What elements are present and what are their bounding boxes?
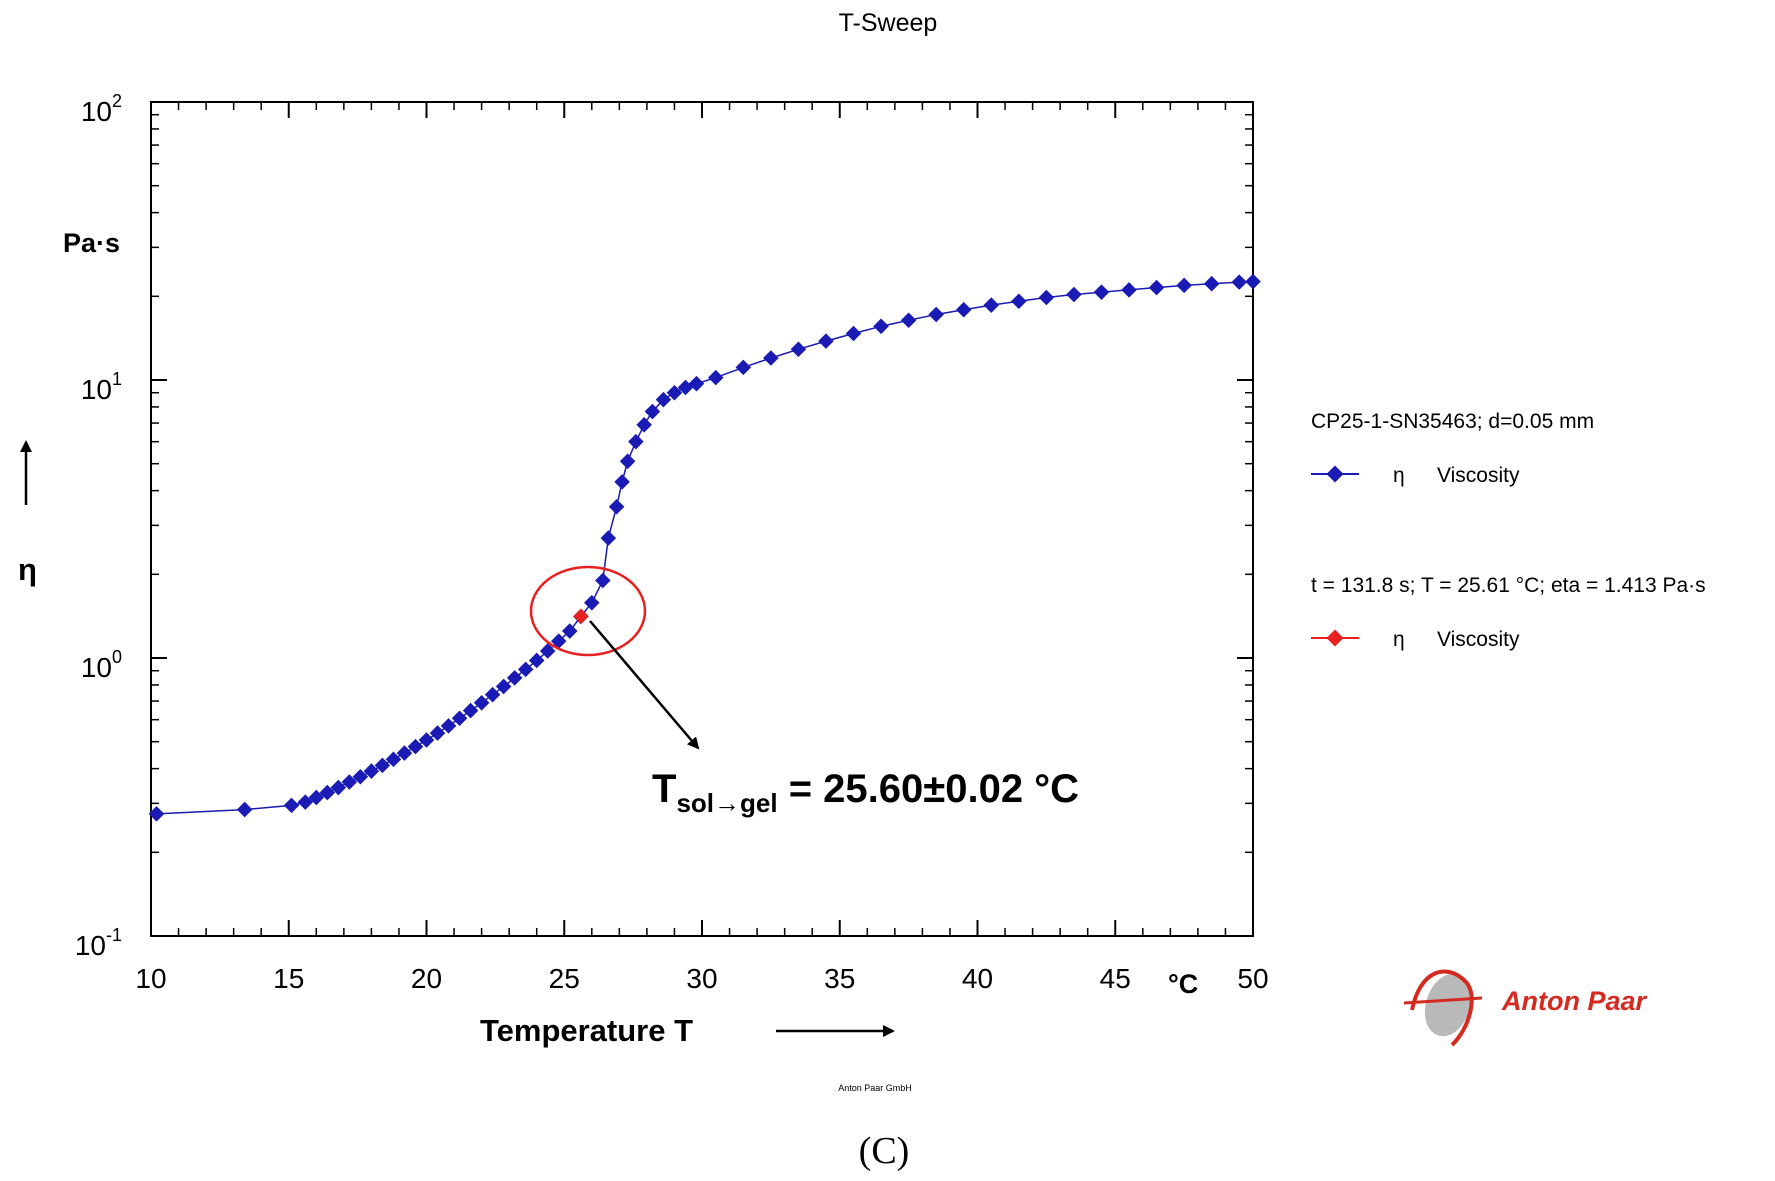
- logo-swoosh-2: [1403, 996, 1483, 1005]
- legend-header-1: CP25-1-SN35463; d=0.05 mm: [1311, 410, 1594, 433]
- data-point: [790, 341, 807, 358]
- data-point: [845, 325, 862, 342]
- data-point: [539, 643, 556, 659]
- y-tick-base: 10: [75, 930, 106, 961]
- y-tick-exponent: 0: [112, 647, 122, 667]
- data-point: [550, 633, 567, 649]
- y-tick-exponent: 2: [112, 91, 122, 111]
- data-point: [873, 318, 889, 335]
- data-point: [928, 306, 944, 323]
- data-point: [484, 686, 501, 703]
- y-tick-base: 10: [81, 652, 112, 683]
- annotation-main: T: [652, 767, 676, 811]
- data-point: [1148, 279, 1165, 296]
- annotation-value: = 25.60±0.02 °C: [778, 767, 1079, 811]
- y-tick-exponent: 1: [112, 369, 122, 389]
- data-point: [462, 702, 479, 719]
- data-point: [595, 572, 611, 589]
- data-point: [628, 433, 644, 450]
- legend-label-2: Viscosity: [1437, 628, 1520, 651]
- figure-caption: (C): [859, 1130, 910, 1172]
- data-point: [707, 369, 724, 386]
- y-minor-ticks: [151, 113, 1253, 854]
- chart-title: T-Sweep: [839, 9, 938, 37]
- y-axis-label: η: [18, 552, 37, 587]
- data-point: [283, 797, 300, 814]
- x-axis-ticks: 10 15 20 25 30 35 40 45 50: [135, 102, 1269, 994]
- data-point: [495, 678, 512, 695]
- data-point: [148, 806, 165, 822]
- data-point: [1121, 282, 1137, 298]
- x-tick-label: 10: [135, 963, 166, 994]
- data-point: [1093, 284, 1110, 300]
- x-tick-label: 30: [686, 963, 717, 994]
- x-tick-label: 15: [273, 963, 304, 994]
- y-tick-label: 100: [81, 647, 122, 683]
- highlight-circle: [529, 565, 647, 657]
- y-tick-label: 101: [81, 369, 122, 405]
- data-point: [528, 652, 545, 669]
- data-point: [636, 417, 652, 433]
- y-tick-label: 102: [81, 91, 122, 127]
- legend-marker-1: [1326, 465, 1344, 483]
- series-line-0: [156, 280, 1254, 815]
- x-axis-label: Temperature T: [480, 1013, 693, 1048]
- logo-swoosh-shadow: [1424, 973, 1472, 1037]
- data-point: [955, 301, 972, 318]
- legend-label-1: Viscosity: [1437, 464, 1520, 487]
- logo-text: Anton Paar: [1501, 986, 1648, 1016]
- y-tick-exponent: -1: [106, 925, 122, 945]
- anton-paar-logo: Anton Paar: [1403, 969, 1648, 1047]
- x-tick-label: 35: [824, 963, 855, 994]
- annotation-subscript: sol→gel: [676, 788, 777, 818]
- legend-header-2: t = 131.8 s; T = 25.61 °C; eta = 1.413 P…: [1311, 574, 1706, 597]
- data-point: [1231, 274, 1248, 290]
- x-tick-label: 50: [1237, 963, 1268, 994]
- x-tick-label: 25: [549, 963, 580, 994]
- series-layer: [148, 273, 1261, 822]
- annotation-arrow: [589, 620, 700, 750]
- data-point: [900, 312, 917, 329]
- data-point: [1038, 289, 1055, 306]
- x-tick-label: 20: [411, 963, 442, 994]
- data-point: [735, 359, 752, 376]
- y-axis-unit: Pa·s: [63, 228, 120, 258]
- y-tick-base: 10: [81, 96, 112, 127]
- data-point: [473, 695, 490, 711]
- data-point: [763, 350, 779, 366]
- annotation-text: Tsol→gel = 25.60±0.02 °C: [652, 767, 1079, 818]
- data-point: [561, 623, 578, 639]
- legend-symbol-2: η: [1393, 628, 1405, 651]
- y-tick-label: 10-1: [75, 925, 122, 961]
- y-tick-base: 10: [81, 374, 112, 405]
- data-point: [600, 530, 617, 546]
- legend-symbol-1: η: [1393, 464, 1405, 487]
- highlight-point: [573, 608, 589, 625]
- data-point: [1176, 277, 1192, 294]
- data-point: [1066, 286, 1082, 303]
- data-point: [236, 801, 253, 818]
- data-point: [614, 474, 630, 490]
- x-tick-label: 45: [1100, 963, 1131, 994]
- logo-swoosh: [1410, 969, 1474, 1047]
- data-point: [506, 670, 523, 686]
- data-point: [517, 661, 534, 678]
- legend-marker-2: [1326, 629, 1344, 647]
- x-tick-label: 40: [962, 963, 993, 994]
- data-point: [608, 498, 625, 515]
- data-point: [1245, 273, 1261, 290]
- footer-text: Anton Paar GmbH: [838, 1083, 912, 1093]
- data-point: [983, 297, 1000, 313]
- data-point: [584, 594, 600, 611]
- data-point: [619, 453, 636, 470]
- data-point: [1011, 293, 1027, 310]
- x-minor-ticks: [177, 102, 1227, 936]
- x-axis-unit: °C: [1168, 969, 1198, 999]
- data-point: [818, 333, 834, 349]
- data-point: [1203, 275, 1220, 292]
